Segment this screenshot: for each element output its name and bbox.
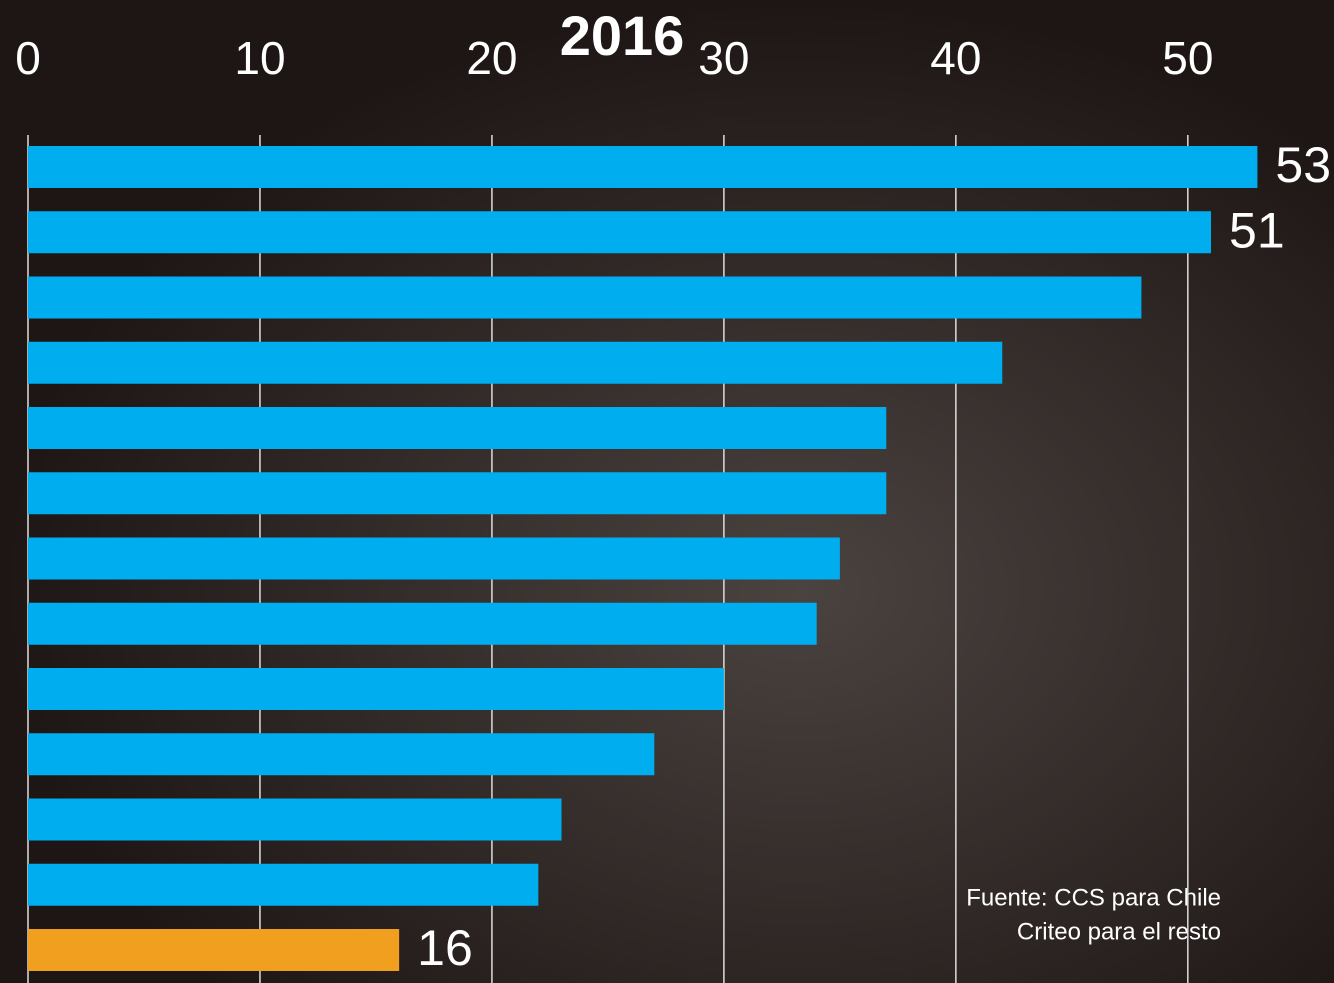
source: Criteo para el resto <box>1017 918 1221 945</box>
chart-title: 2016 <box>560 4 685 67</box>
bar <box>28 472 886 514</box>
data-label: 51 <box>1229 202 1285 258</box>
bar <box>28 668 724 710</box>
x-tick-label: 30 <box>698 32 749 84</box>
bar <box>28 407 886 449</box>
x-tick-label: 40 <box>930 32 981 84</box>
bar <box>28 146 1257 188</box>
data-label: 16 <box>417 920 473 976</box>
x-tick-label: 10 <box>234 32 285 84</box>
bar <box>28 864 538 906</box>
bar <box>28 342 1002 384</box>
x-tick-label: 0 <box>15 32 41 84</box>
source: Fuente: CCS para Chile <box>966 884 1221 911</box>
bar <box>28 603 817 645</box>
data-label: 53 <box>1275 137 1331 193</box>
bar <box>28 277 1141 319</box>
x-tick-label: 20 <box>466 32 517 84</box>
bar <box>28 211 1211 253</box>
bar <box>28 799 562 841</box>
page: 2016 Fuente: CCS para Chile Criteo para … <box>0 0 1334 983</box>
bar <box>28 733 654 775</box>
bar <box>28 538 840 580</box>
x-tick-label: 50 <box>1162 32 1213 84</box>
chart: 2016 Fuente: CCS para Chile Criteo para … <box>0 0 1334 983</box>
bar <box>28 929 399 971</box>
